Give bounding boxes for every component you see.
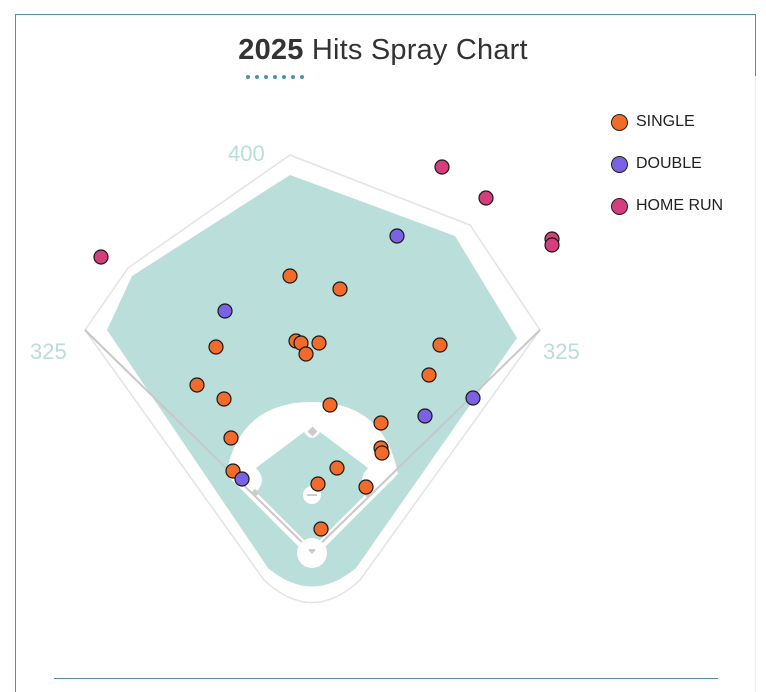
- legend-item-single[interactable]: SINGLE: [611, 101, 723, 143]
- distance-label-left: 325: [30, 339, 67, 364]
- legend-label: DOUBLE: [636, 155, 702, 172]
- third-base: [250, 488, 260, 498]
- legend-label: SINGLE: [636, 113, 695, 130]
- frame-border-left: [15, 14, 16, 692]
- home-plate: [309, 549, 315, 554]
- second-base: [307, 426, 318, 437]
- hit-point-single[interactable]: [311, 335, 327, 351]
- distance-label-center: 400: [228, 141, 265, 166]
- double-marker-icon: [611, 155, 628, 173]
- legend: SINGLE DOUBLE HOME RUN: [611, 101, 723, 227]
- hit-point-home-run[interactable]: [434, 159, 450, 175]
- home-run-marker-icon: [611, 197, 628, 215]
- foul-line-left: [84, 329, 313, 553]
- hit-point-double[interactable]: [417, 408, 433, 424]
- hit-points: [93, 159, 560, 537]
- legend-item-double[interactable]: DOUBLE: [611, 143, 723, 185]
- title-underline-dots: [246, 75, 304, 79]
- hit-point-single[interactable]: [432, 337, 448, 353]
- hit-point-single[interactable]: [322, 397, 338, 413]
- hit-point-single[interactable]: [208, 339, 224, 355]
- frame-border-right-light: [755, 76, 756, 692]
- distance-label-right: 325: [543, 339, 580, 364]
- hit-point-double[interactable]: [217, 303, 233, 319]
- hit-point-single[interactable]: [298, 346, 314, 362]
- hit-point-single[interactable]: [358, 479, 374, 495]
- legend-item-home-run[interactable]: HOME RUN: [611, 185, 723, 227]
- hit-point-double[interactable]: [465, 390, 481, 406]
- title-text: Hits Spray Chart: [311, 34, 528, 66]
- hit-point-single[interactable]: [282, 268, 298, 284]
- hit-point-single[interactable]: [374, 445, 390, 461]
- hit-point-single[interactable]: [329, 460, 345, 476]
- hit-point-single[interactable]: [421, 367, 437, 383]
- hit-point-single[interactable]: [313, 521, 329, 537]
- hit-point-double[interactable]: [389, 228, 405, 244]
- legend-label: HOME RUN: [636, 197, 724, 214]
- frame-border-top: [15, 14, 755, 15]
- frame-border-right: [755, 14, 756, 76]
- hit-point-single[interactable]: [373, 415, 389, 431]
- title-year: 2025: [238, 34, 304, 66]
- outfield-grass: [107, 175, 517, 587]
- foul-line-right: [311, 329, 541, 553]
- hit-point-single[interactable]: [310, 476, 326, 492]
- hit-point-home-run[interactable]: [93, 249, 109, 265]
- chart-title: 2025 Hits Spray Chart: [0, 34, 766, 67]
- single-marker-icon: [611, 113, 628, 131]
- hit-point-single[interactable]: [332, 281, 348, 297]
- bottom-divider: [54, 678, 718, 679]
- hit-point-home-run[interactable]: [544, 237, 560, 253]
- hit-point-single[interactable]: [223, 430, 239, 446]
- hit-point-double[interactable]: [234, 471, 250, 487]
- hit-point-home-run[interactable]: [478, 190, 494, 206]
- hit-point-single[interactable]: [216, 391, 232, 407]
- field: [84, 154, 541, 604]
- hit-point-single[interactable]: [189, 377, 205, 393]
